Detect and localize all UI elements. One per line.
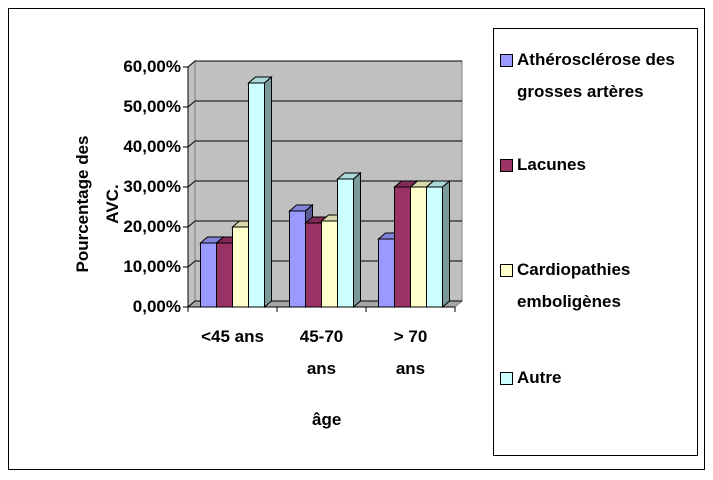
bar-side: [264, 75, 272, 309]
y-tick-label: 30,00%: [123, 177, 181, 196]
bar: [336, 171, 362, 309]
bar-front: [337, 178, 354, 308]
grid-line: [187, 300, 462, 308]
legend-label: Lacunes: [517, 155, 586, 174]
y-tick-label: 0,00%: [132, 297, 181, 316]
bar-front: [410, 186, 427, 308]
y-tick-label: 10,00%: [123, 257, 181, 276]
grid-line: [187, 60, 462, 68]
bar-front: [289, 210, 306, 308]
grid-line: [187, 140, 462, 148]
legend-label: Cardiopathies emboligènes: [517, 260, 631, 311]
bar: [425, 179, 451, 309]
bar-front: [321, 220, 338, 308]
bar-front: [200, 242, 217, 308]
x-axis-title: âge: [312, 410, 342, 429]
legend-label: Autre: [517, 368, 562, 387]
grid-line: [187, 260, 462, 268]
legend-label: Athérosclérose des grosses artères: [517, 50, 675, 101]
y-tick-label: 50,00%: [123, 97, 181, 116]
y-tick-label: 60,00%: [123, 57, 181, 76]
legend-entry: Athérosclérose des grosses artères: [500, 44, 692, 108]
legend-swatch: [500, 159, 513, 172]
legend-swatch: [500, 372, 513, 385]
legend-swatch: [500, 264, 513, 277]
bar-front: [426, 186, 443, 308]
legend-entry: Lacunes: [500, 149, 692, 181]
bar-side: [353, 171, 361, 309]
y-tick-label: 20,00%: [123, 217, 181, 236]
bar-front: [305, 222, 322, 308]
bar-front: [394, 186, 411, 308]
grid-line: [187, 100, 462, 108]
bar-front: [216, 242, 233, 308]
y-tick-label: 40,00%: [123, 137, 181, 156]
bar-front: [378, 238, 395, 308]
x-tick-label: <45 ans: [201, 327, 264, 346]
legend-entry: Cardiopathies emboligènes: [500, 254, 692, 318]
grid-line: [187, 180, 462, 188]
x-tick-label: > 70 ans: [393, 327, 428, 378]
legend-swatch: [500, 54, 513, 67]
bar-front: [248, 82, 265, 308]
grid-line: [187, 220, 462, 228]
x-tick-label: 45-70 ans: [299, 327, 344, 378]
bar: [247, 75, 273, 309]
bar-front: [232, 226, 249, 308]
legend-entry: Autre: [500, 362, 692, 394]
legend-box: [493, 28, 698, 456]
bar-side: [442, 179, 450, 309]
